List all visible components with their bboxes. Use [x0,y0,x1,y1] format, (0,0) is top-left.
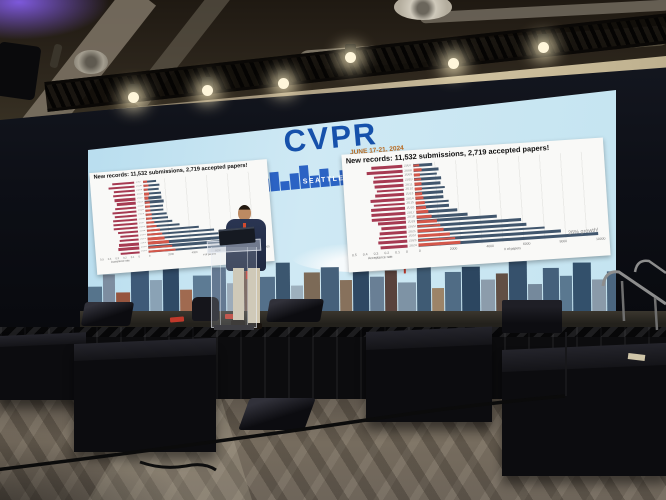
accepted-bar [413,163,419,168]
spotlight [538,34,549,53]
year-label: 2007 [403,163,412,168]
year-label: 2022 [408,234,417,238]
building [461,266,481,317]
ceiling-light [74,50,108,74]
year-label: 2010 [404,177,413,182]
podium-base [214,325,254,330]
stage-monitor-left [80,302,135,326]
rigging-hook [49,43,63,69]
year-label: 2012 [405,187,414,191]
accepted-bar [143,188,148,192]
backpack [192,297,219,321]
spotlight [345,44,356,63]
year-label: 2020 [407,224,416,229]
year-label: 2017 [406,210,415,215]
building [572,262,592,316]
spotlight [128,84,139,103]
year-label: 2011 [405,182,413,187]
hanging-speaker [0,41,42,101]
year-label: 2019 [407,220,416,224]
accepted-bar [143,180,147,184]
spotlight [448,50,459,69]
rate-bar [380,244,408,250]
year-label: 2024 [409,243,417,248]
ceiling-vent [394,0,452,20]
presenter-head [238,205,251,221]
subwoofer-mid [366,326,492,422]
spotlight [278,70,289,89]
chart-panel-right: New records: 11,532 submissions, 2,719 a… [341,137,611,273]
purple-stage-light [0,0,110,40]
rate-bar [120,250,140,255]
year-label: 2023 [408,238,417,243]
cable-drop [565,332,567,396]
year-label: 2009 [404,173,413,177]
year-label: 2015 [406,201,415,205]
building [416,265,432,318]
presenter-shoe [247,323,262,329]
subwoofer-left [74,337,216,452]
stage-speaker-right [502,300,562,333]
spotlight [202,77,213,96]
podium [211,247,257,328]
stage-monitor-center [265,299,325,322]
subwoofer-right [502,342,666,476]
chart-plot: 2007 2008 2009 2010 2011 2012 2013 2014 2015 2016… [346,150,606,261]
floor-monitor-center [238,398,316,430]
year-label: 2016 [406,206,415,210]
stage-step-riser [0,332,86,400]
year-label: 2014 [405,196,414,201]
presenter-leg [248,268,260,325]
year-label: 2018 [407,215,416,220]
laptop [218,226,256,246]
presenter-shoe [231,320,245,326]
year-label: 2024 [141,250,148,253]
year-label: 2008 [404,168,412,173]
year-label: 2021 [408,229,416,234]
cable-ramp-red [225,314,235,319]
accepted-bar [413,173,420,177]
year-label: 2013 [405,192,414,196]
presenter-leg [233,268,244,322]
